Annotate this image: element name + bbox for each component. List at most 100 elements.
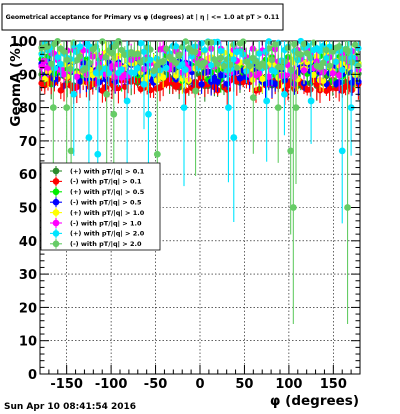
data-point — [131, 69, 138, 77]
data-point — [179, 61, 186, 68]
legend-entry: (+) with pT/|q| > 0.5 — [50, 186, 145, 197]
data-point — [150, 67, 157, 75]
data-point — [336, 43, 343, 50]
data-point — [198, 40, 205, 47]
data-point — [300, 67, 308, 74]
data-point — [272, 68, 279, 75]
y-axis-label: GeomA (%) — [8, 42, 24, 127]
outlier-point — [123, 97, 131, 105]
outlier-point — [49, 104, 57, 111]
data-point — [134, 50, 141, 58]
legend-label: (+) with pT/|q| > 0.1 — [70, 167, 145, 176]
data-point — [115, 52, 122, 59]
legend-marker — [52, 167, 60, 175]
data-point — [118, 46, 125, 54]
data-point — [201, 59, 208, 66]
data-point — [201, 46, 208, 54]
data-point — [60, 71, 68, 78]
data-point — [67, 65, 74, 73]
chart-title: Geometrical acceptance for Primary vs φ … — [6, 14, 280, 22]
outlier-point — [85, 134, 93, 141]
data-point — [278, 64, 285, 71]
outlier-point — [153, 150, 161, 158]
y-tick-label: 60 — [19, 168, 37, 183]
data-point — [176, 51, 183, 59]
outlier-point — [287, 147, 295, 155]
data-point — [272, 80, 279, 88]
data-point — [246, 62, 253, 70]
y-tick-label: 100 — [10, 35, 37, 50]
data-point — [217, 54, 224, 62]
outlier-point — [263, 97, 271, 105]
data-point — [224, 56, 231, 63]
data-point — [243, 58, 250, 65]
data-point — [76, 77, 84, 85]
data-point — [214, 61, 221, 68]
axes: -150 -100 -50 0 50 100 150 0 10 20 30 40 50 60 70 80 90 1… — [10, 35, 361, 392]
data-point — [57, 87, 64, 94]
legend-marker — [52, 219, 60, 227]
data-point — [41, 75, 48, 82]
legend-label: (-) with pT/|q| > 0.5 — [70, 199, 142, 208]
outlier-point — [292, 104, 300, 111]
data-point — [297, 51, 304, 58]
legend-entry: (-) with pT/|q| > 1.0 — [50, 218, 142, 228]
data-point — [163, 45, 170, 52]
y-tick-label: 40 — [19, 235, 37, 250]
data-point — [57, 60, 64, 68]
outlier-point — [307, 97, 315, 105]
outlier-point — [103, 90, 111, 98]
legend-box — [40, 162, 161, 251]
data-point — [323, 55, 330, 62]
x-tick-label: -50 — [144, 377, 168, 392]
data-point — [236, 75, 244, 82]
data-point — [76, 53, 84, 60]
data-point — [217, 47, 224, 55]
data-point — [291, 40, 298, 48]
data-point — [259, 75, 266, 83]
legend-label: (-) with pT/|q| > 0.1 — [70, 178, 142, 187]
legend-label: (-) with pT/|q| > 2.0 — [70, 240, 142, 249]
data-point — [332, 58, 340, 66]
data-point — [355, 62, 362, 70]
legend-entry: (+) with pT/|q| > 0.1 — [50, 166, 145, 176]
outlier-point — [94, 150, 102, 158]
outlier-point — [70, 90, 78, 98]
legend-entry: (+) with pT/|q| > 2.0 — [50, 228, 145, 239]
legend-entry: (-) with pT/|q| > 0.5 — [50, 197, 142, 208]
data-point — [300, 40, 308, 48]
data-points — [38, 37, 362, 325]
legend-entry: (-) with pT/|q| > 0.1 — [50, 176, 142, 187]
title-box — [1, 3, 284, 31]
x-tick-label: -100 — [95, 377, 128, 392]
y-tick-label: 80 — [19, 102, 37, 117]
data-point — [160, 57, 167, 65]
data-point — [115, 37, 122, 45]
data-point — [118, 66, 125, 73]
data-point — [320, 77, 327, 84]
data-point — [262, 63, 269, 71]
data-point — [172, 43, 180, 50]
data-point — [86, 59, 93, 67]
data-point — [121, 83, 128, 90]
data-point — [44, 43, 52, 50]
data-point — [352, 41, 359, 48]
data-point — [240, 38, 247, 45]
x-tick-label: -150 — [50, 377, 83, 392]
data-point — [208, 39, 215, 46]
data-point — [348, 59, 356, 66]
data-point — [208, 62, 215, 69]
data-point — [182, 38, 189, 45]
outlier-point — [63, 104, 71, 111]
data-point — [182, 66, 189, 73]
legend-label: (+) with pT/|q| > 1.0 — [70, 209, 145, 218]
legend-marker — [52, 240, 60, 248]
y-tick-label: 30 — [19, 268, 37, 283]
data-point — [329, 70, 336, 77]
outlier-point — [274, 104, 282, 111]
data-point — [336, 72, 343, 79]
y-tick-label: 0 — [28, 368, 37, 383]
data-point — [73, 73, 81, 80]
data-point — [284, 44, 292, 52]
